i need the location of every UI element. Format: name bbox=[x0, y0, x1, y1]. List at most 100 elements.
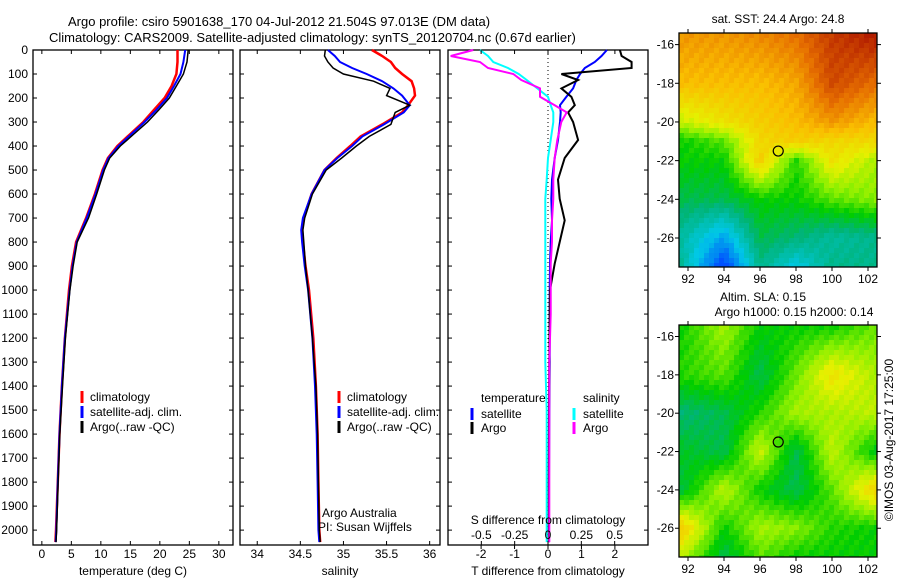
map-cell bbox=[829, 380, 834, 385]
map-cell bbox=[789, 183, 794, 188]
map-cell bbox=[834, 515, 839, 520]
map-cell bbox=[779, 455, 784, 460]
map-cell bbox=[869, 400, 874, 405]
map-cell bbox=[869, 505, 874, 510]
map-cell bbox=[859, 370, 864, 375]
map-cell bbox=[829, 455, 834, 460]
map-cell bbox=[814, 73, 819, 78]
map-cell bbox=[759, 435, 764, 440]
map-cell bbox=[684, 465, 689, 470]
map-cell bbox=[739, 420, 744, 425]
map-cell bbox=[819, 335, 824, 340]
map-cell bbox=[844, 83, 849, 88]
map-cell bbox=[799, 340, 804, 345]
map-cell bbox=[864, 58, 869, 63]
map-cell bbox=[739, 400, 744, 405]
map-cell bbox=[769, 490, 774, 495]
map-cell bbox=[759, 480, 764, 485]
map-cell bbox=[804, 203, 809, 208]
map-cell bbox=[869, 178, 874, 183]
map-cell bbox=[734, 380, 739, 385]
map-cell bbox=[849, 455, 854, 460]
map-cell bbox=[779, 400, 784, 405]
map-cell bbox=[734, 430, 739, 435]
map-cell bbox=[734, 445, 739, 450]
map-cell bbox=[704, 43, 709, 48]
map-cell bbox=[794, 88, 799, 93]
map-cell bbox=[829, 345, 834, 350]
map-cell bbox=[784, 153, 789, 158]
map-cell bbox=[774, 88, 779, 93]
map-cell bbox=[854, 248, 859, 253]
map-cell bbox=[754, 163, 759, 168]
map-cell bbox=[774, 193, 779, 198]
map-cell bbox=[849, 178, 854, 183]
map-cell bbox=[844, 360, 849, 365]
map-cell bbox=[774, 163, 779, 168]
map-cell bbox=[809, 340, 814, 345]
map-cell bbox=[754, 490, 759, 495]
map-cell bbox=[684, 390, 689, 395]
map-cell bbox=[749, 410, 754, 415]
map-cell bbox=[744, 440, 749, 445]
map-cell bbox=[709, 173, 714, 178]
map-cell bbox=[789, 330, 794, 335]
map-cell bbox=[734, 128, 739, 133]
map-cell bbox=[684, 385, 689, 390]
map-cell bbox=[849, 203, 854, 208]
map-cell bbox=[864, 405, 869, 410]
map-cell bbox=[799, 475, 804, 480]
map-cell bbox=[734, 108, 739, 113]
map-cell bbox=[729, 455, 734, 460]
map-cell bbox=[709, 263, 714, 267]
map-cell bbox=[874, 360, 877, 365]
map-cell bbox=[689, 425, 694, 430]
map-cell bbox=[824, 475, 829, 480]
map-cell bbox=[739, 395, 744, 400]
map-cell bbox=[799, 248, 804, 253]
map-cell bbox=[774, 535, 779, 540]
map-cell bbox=[759, 253, 764, 258]
map-cell bbox=[809, 208, 814, 213]
map-cell bbox=[869, 253, 874, 258]
map-cell bbox=[704, 133, 709, 138]
map-cell bbox=[869, 470, 874, 475]
map-cell bbox=[804, 263, 809, 267]
map-cell bbox=[854, 540, 859, 545]
map-cell bbox=[679, 460, 684, 465]
map-cell bbox=[804, 460, 809, 465]
map-cell bbox=[764, 208, 769, 213]
map-cell bbox=[789, 360, 794, 365]
map-cell bbox=[854, 400, 859, 405]
map-cell bbox=[779, 385, 784, 390]
map-cell bbox=[789, 445, 794, 450]
map-cell bbox=[689, 380, 694, 385]
map-cell bbox=[814, 330, 819, 335]
map-cell bbox=[844, 450, 849, 455]
map-cell bbox=[694, 128, 699, 133]
map-cell bbox=[679, 530, 684, 535]
map-cell bbox=[679, 425, 684, 430]
map-cell bbox=[784, 228, 789, 233]
map-cell bbox=[729, 505, 734, 510]
map-cell bbox=[759, 118, 764, 123]
map-cell bbox=[764, 33, 769, 38]
map-cell bbox=[804, 355, 809, 360]
map-cell bbox=[784, 340, 789, 345]
map-cell bbox=[719, 118, 724, 123]
map-cell bbox=[679, 118, 684, 123]
map-cell bbox=[829, 435, 834, 440]
map-cell bbox=[809, 163, 814, 168]
map-cell bbox=[799, 168, 804, 173]
map-cell bbox=[859, 193, 864, 198]
map-cell bbox=[744, 500, 749, 505]
map-cell bbox=[834, 410, 839, 415]
map-cell bbox=[744, 173, 749, 178]
map-cell bbox=[819, 258, 824, 263]
map-cell bbox=[824, 545, 829, 550]
map-cell bbox=[759, 213, 764, 218]
map-cell bbox=[749, 78, 754, 83]
map-cell bbox=[814, 98, 819, 103]
t-diff-tick-label: -1 bbox=[509, 547, 520, 561]
map-cell bbox=[799, 480, 804, 485]
